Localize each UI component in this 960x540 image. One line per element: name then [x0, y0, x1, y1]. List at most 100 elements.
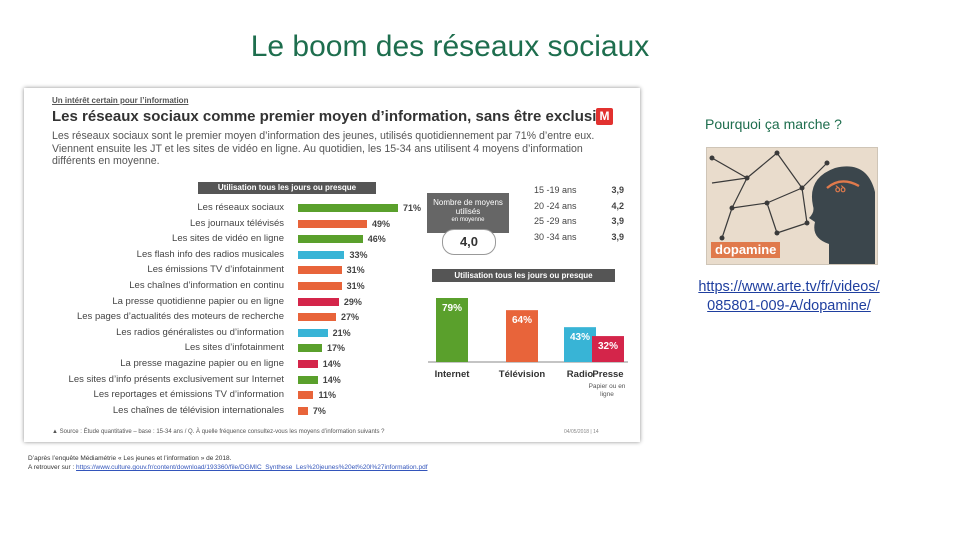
footer-source-link[interactable]: https://www.culture.gouv.fr/content/down…	[76, 464, 428, 471]
hbar-row: La presse magazine papier ou en ligne 14%	[34, 358, 434, 370]
hbar-bar	[298, 235, 363, 244]
infographic-headline: Les réseaux sociaux comme premier moyen …	[52, 108, 602, 125]
hbar-bar	[298, 328, 328, 337]
infographic-lead: Les réseaux sociaux sont le premier moye…	[52, 130, 595, 168]
arte-link-line1: https://www.arte.tv/fr/videos/	[698, 279, 880, 295]
means-overall-value: 4,0	[442, 229, 496, 255]
footer-source-line: A retrouver sur : https://www.culture.go…	[28, 464, 428, 471]
hbar-bar	[298, 297, 339, 306]
hbar-category-label: Les sites d’infotainment	[184, 342, 284, 354]
hbar-category-label: Les émissions TV d’infotainment	[147, 264, 284, 276]
hbar-bar	[298, 360, 318, 368]
vbar-category-label: Presse	[592, 369, 624, 380]
arte-link-line2: 085801-009-A/dopamine/	[707, 298, 871, 314]
vbar-value-label: 32%	[598, 341, 618, 352]
hbar-value-label: 29%	[343, 296, 362, 307]
vbar-chart: 79% 64% 43% 32%	[428, 298, 628, 363]
hbar-category-label: Les chaînes d’information en continu	[129, 280, 284, 291]
hbar-row: Les sites d’infotainment 17%	[34, 342, 434, 354]
hbar-bar	[298, 204, 398, 212]
age-range: 25 -29 ans	[534, 216, 577, 226]
hbar-value-label: 49%	[372, 218, 391, 229]
hbar-bar	[298, 250, 345, 259]
hbar-row: Les sites de vidéo en ligne 46%	[34, 233, 434, 245]
vbar-value-label: 64%	[512, 315, 532, 326]
vbar-bar	[436, 298, 468, 362]
hbar-row: Les réseaux sociaux 71%	[34, 202, 434, 214]
hbar-row: Les sites d’info présents exclusivement …	[34, 374, 434, 386]
hbar-value-label: 17%	[326, 343, 345, 354]
vbar-bar	[592, 336, 624, 362]
hbar-bar	[298, 375, 318, 384]
hbar-value-label: 11%	[318, 390, 337, 401]
hbar-row: Les journaux télévisés 49%	[34, 218, 434, 230]
means-subtitle: en moyenne	[451, 217, 485, 223]
age-range: 30 -34 ans	[534, 231, 577, 242]
hbar-bar	[298, 391, 314, 400]
hbar-row: Les reportages et émissions TV d’informa…	[34, 389, 434, 401]
hbar-bar	[298, 266, 342, 275]
hbar-category-label: Les pages d’actualités des moteurs de re…	[76, 311, 284, 323]
hbar-category-label: Les flash info des radios musicales	[136, 248, 284, 260]
hbar-value-label: 31%	[346, 281, 365, 291]
hbar-row: Les radios généralistes ou d’information…	[34, 327, 434, 339]
vbar-chart-title: Utilisation tous les jours ou presque	[432, 269, 615, 282]
vbar-bar	[564, 327, 596, 362]
hbar-category-label: Les reportages et émissions TV d’informa…	[93, 389, 284, 401]
hbar-value-label: 31%	[346, 265, 365, 276]
vbar-value-label: 43%	[570, 332, 590, 343]
infographic-kicker: Un intérêt certain pour l’information	[52, 96, 189, 105]
hbar-value-label: 14%	[322, 359, 341, 369]
age-value: 3,9	[611, 185, 624, 195]
hbar-row: Les pages d’actualités des moteurs de re…	[34, 311, 434, 323]
vbar-category-label: Radio	[566, 369, 594, 380]
infographic-source: ▲ Source : Étude quantitative – base : 1…	[52, 429, 385, 435]
svg-text:ꝺꝺ: ꝺꝺ	[835, 185, 846, 195]
hbar-category-label: La presse magazine papier ou en ligne	[120, 358, 284, 369]
hbar-row: Les chaînes d’information en continu 31%	[34, 280, 434, 292]
age-row: 15 -19 ans 3,9	[534, 183, 624, 197]
hbar-category-label: Les sites d’info présents exclusivement …	[68, 373, 284, 385]
footer-source-prefix: A retrouver sur :	[28, 464, 77, 471]
age-value: 3,9	[611, 231, 624, 242]
vbar-category-label: Télévision	[498, 369, 546, 380]
age-value: 3,9	[611, 216, 624, 226]
hbar-bar	[298, 344, 322, 353]
presse-note: Papier ou en ligne	[588, 383, 626, 398]
slide-title: Le boom des réseaux sociaux	[250, 30, 650, 63]
age-row: 30 -34 ans 3,9	[534, 230, 624, 244]
hbar-category-label: Les radios généralistes ou d’information	[116, 326, 284, 338]
dopamine-image[interactable]: ꝺꝺ dopamine	[706, 147, 878, 265]
age-range: 15 -19 ans	[534, 185, 577, 195]
neuron-network-icon: ꝺꝺ	[709, 150, 875, 264]
infographic-page-number: 04/05/2018 | 14	[564, 429, 599, 435]
hbar-bar	[298, 406, 308, 415]
vbar-category-label: Internet	[434, 369, 470, 380]
means-title: Nombre de moyens utilisés	[433, 198, 503, 216]
hbar-bar	[298, 313, 337, 322]
hbar-value-label: 71%	[403, 203, 422, 213]
hbar-row: Les chaînes de télévision internationale…	[34, 405, 434, 417]
age-range: 20 -24 ans	[534, 200, 577, 211]
hbar-category-label: Les sites de vidéo en ligne	[172, 233, 284, 245]
hbar-value-label: 33%	[349, 249, 368, 260]
sidebar-question: Pourquoi ça marche ?	[705, 116, 842, 132]
hbar-category-label: Les réseaux sociaux	[197, 202, 284, 213]
hbar-row: La presse quotidienne papier ou en ligne…	[34, 296, 434, 308]
hbar-value-label: 46%	[367, 234, 386, 245]
infographic-panel: Un intérêt certain pour l’information Le…	[24, 88, 640, 442]
hbar-row: Les émissions TV d’infotainment 31%	[34, 264, 434, 276]
age-row: 25 -29 ans 3,9	[534, 214, 624, 228]
arte-video-link[interactable]: https://www.arte.tv/fr/videos/ 085801-00…	[664, 278, 914, 316]
hbar-value-label: 21%	[332, 327, 351, 338]
hbar-chart-title: Utilisation tous les jours ou presque	[198, 182, 376, 194]
hbar-category-label: La presse quotidienne papier ou en ligne	[112, 295, 284, 307]
dopamine-label: dopamine	[711, 242, 781, 258]
footer-credit: D’après l’enquête Médiamétrie « Les jeun…	[28, 455, 232, 462]
hbar-value-label: 14%	[322, 374, 341, 385]
hbar-value-label: 27%	[341, 312, 360, 323]
hbar-row: Les flash info des radios musicales 33%	[34, 249, 434, 261]
vbar-bar	[506, 310, 538, 362]
hbar-category-label: Les journaux télévisés	[190, 217, 284, 229]
vbar-value-label: 79%	[442, 303, 462, 314]
